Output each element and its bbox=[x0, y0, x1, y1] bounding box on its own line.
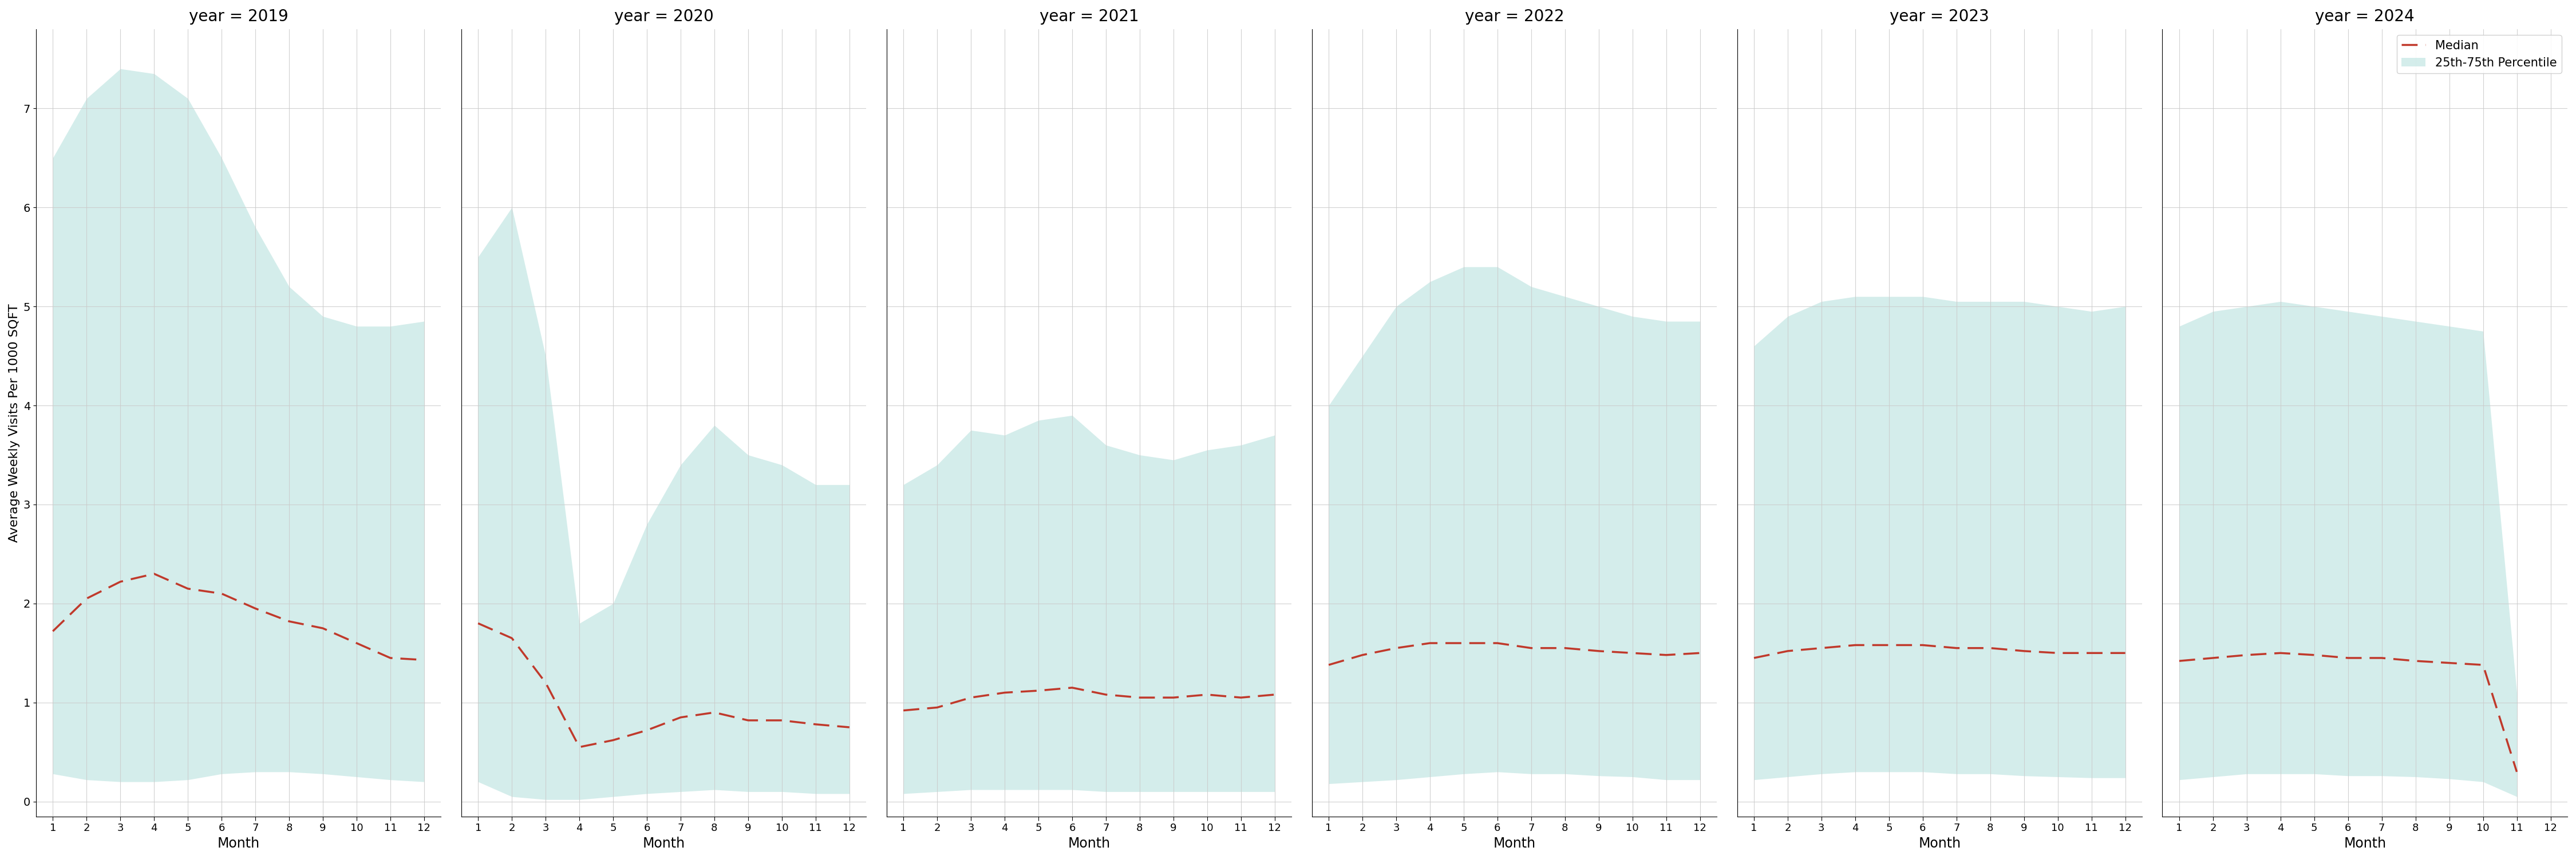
X-axis label: Month: Month bbox=[1919, 837, 1960, 850]
X-axis label: Month: Month bbox=[1069, 837, 1110, 850]
Y-axis label: Average Weekly Visits Per 1000 SQFT: Average Weekly Visits Per 1000 SQFT bbox=[8, 303, 21, 542]
Title: year = 2022: year = 2022 bbox=[1466, 9, 1564, 25]
Title: year = 2023: year = 2023 bbox=[1891, 9, 1989, 25]
X-axis label: Month: Month bbox=[1494, 837, 1535, 850]
X-axis label: Month: Month bbox=[641, 837, 685, 850]
Title: year = 2024: year = 2024 bbox=[2316, 9, 2414, 25]
X-axis label: Month: Month bbox=[2344, 837, 2385, 850]
Legend: Median, 25th-75th Percentile: Median, 25th-75th Percentile bbox=[2396, 35, 2561, 74]
Title: year = 2019: year = 2019 bbox=[188, 9, 289, 25]
X-axis label: Month: Month bbox=[216, 837, 260, 850]
Title: year = 2021: year = 2021 bbox=[1038, 9, 1139, 25]
Title: year = 2020: year = 2020 bbox=[613, 9, 714, 25]
